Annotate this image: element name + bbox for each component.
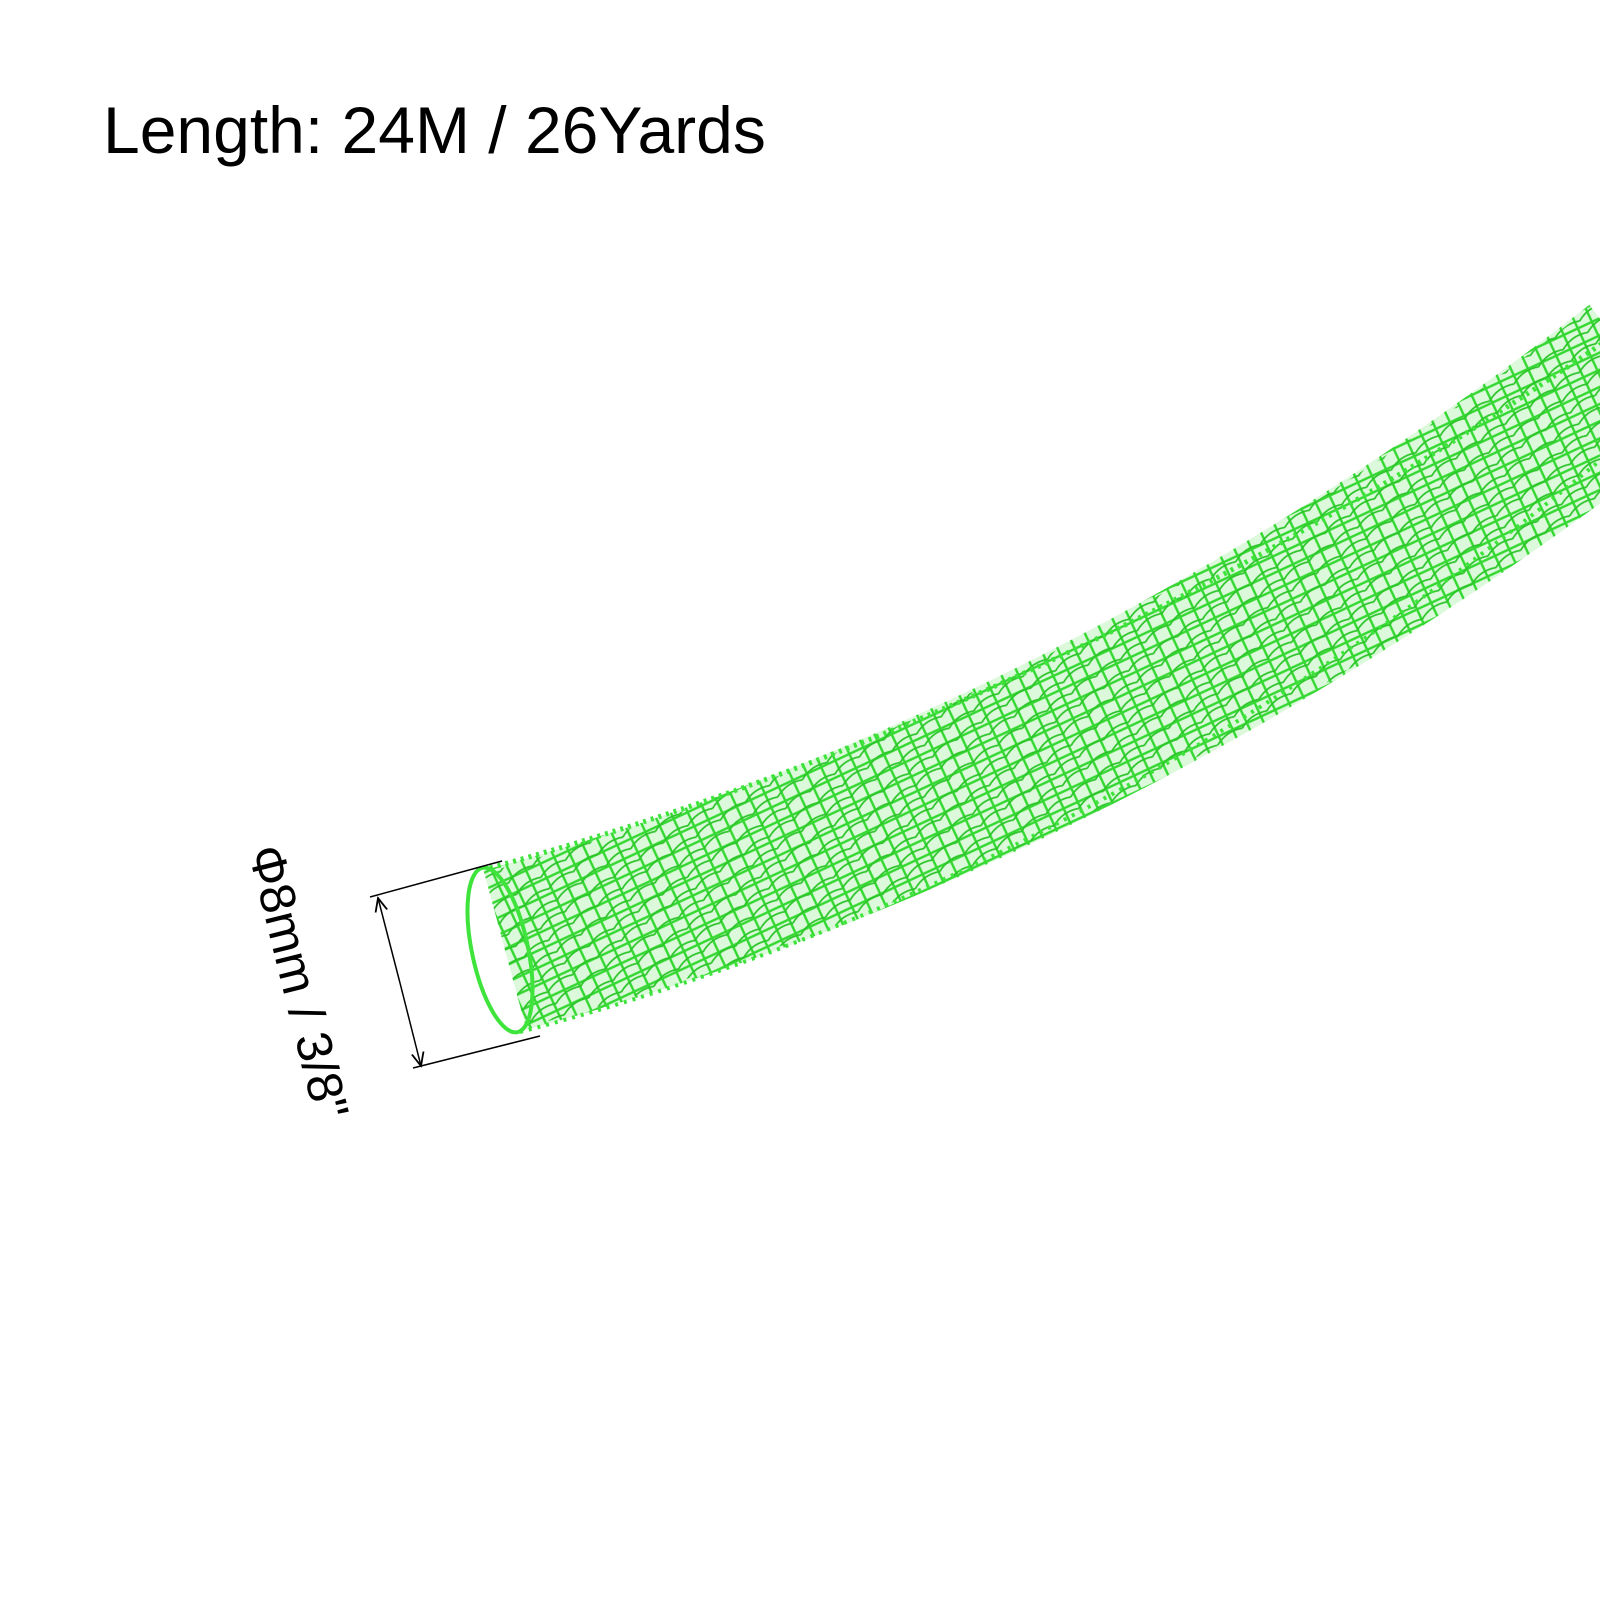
length-label: Length: 24M / 26Yards	[103, 93, 766, 167]
dimension-lines	[369, 860, 541, 1069]
tube	[465, 304, 1600, 1035]
